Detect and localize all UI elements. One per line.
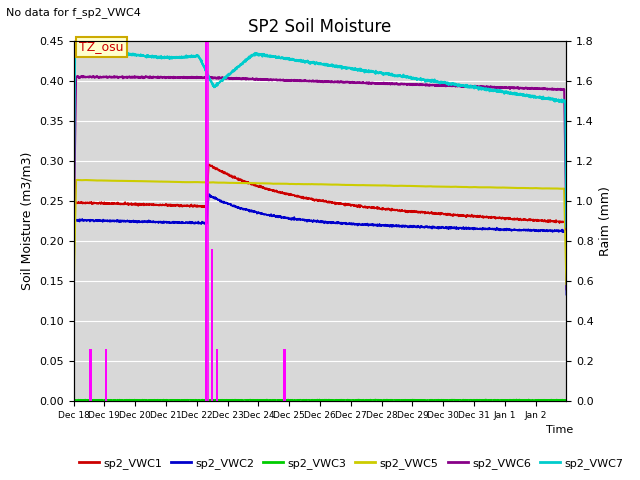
- Y-axis label: Soil Moisture (m3/m3): Soil Moisture (m3/m3): [20, 152, 33, 290]
- Bar: [284, 349, 286, 401]
- Bar: [90, 349, 92, 401]
- Title: SP2 Soil Moisture: SP2 Soil Moisture: [248, 18, 392, 36]
- Text: Time: Time: [545, 425, 573, 435]
- Y-axis label: Raim (mm): Raim (mm): [600, 186, 612, 256]
- Text: No data for f_sp2_VWC4: No data for f_sp2_VWC4: [6, 7, 141, 18]
- Bar: [205, 21, 207, 401]
- Bar: [105, 349, 107, 401]
- Legend: sp2_Rain: sp2_Rain: [74, 479, 157, 480]
- Text: TZ_osu: TZ_osu: [79, 40, 124, 53]
- Bar: [216, 349, 218, 401]
- Bar: [211, 249, 213, 401]
